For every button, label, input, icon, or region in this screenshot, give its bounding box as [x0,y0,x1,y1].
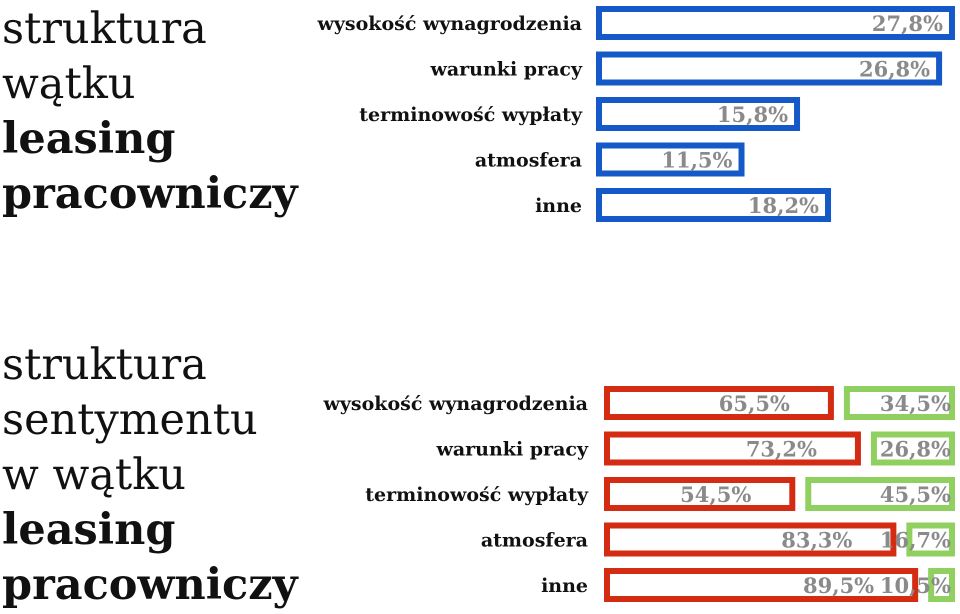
chart2-bar-negative [604,386,834,420]
chart2-bar-negative [604,477,796,511]
chart1-bar [596,6,955,40]
chart2-value-label-negative: 54,5% [680,482,751,507]
chart1-value-label: 11,5% [661,148,732,173]
chart2-title-line: sentymentu [2,395,258,445]
chart2-value-label-positive: 10,5% [880,573,951,598]
chart2-bar-positive [928,568,956,602]
chart2-title-line: pracowniczy [2,560,298,610]
chart2-category-label: atmosfera [481,530,588,552]
chart2-title-line: leasing [2,505,176,555]
chart2-value-label-negative: 65,5% [719,391,790,416]
chart2-bar-negative [604,431,861,466]
chart1-bar [596,142,745,177]
chart2-value-label-negative: 83,3% [781,528,852,553]
chart2-bar-positive [870,431,956,466]
chart1-bar [596,188,832,222]
chart1-value-label: 18,2% [748,193,819,218]
chart1-title-line: struktura [2,4,207,54]
chart1-bar [596,97,801,131]
chart1-category-label: warunki pracy [429,59,582,81]
chart2-value-label-positive: 45,5% [880,482,951,507]
chart1-title-line: leasing [2,114,176,164]
chart1-bar [596,51,943,86]
chart1-category-label: terminowość wypłaty [359,104,583,126]
chart2-category-label: wysokość wynagrodzenia [323,393,588,415]
chart1-title-line: wątku [2,59,136,109]
chart1-category-label: inne [535,195,582,217]
chart2-bar-negative [604,522,897,557]
chart2-value-label-positive: 16,7% [880,528,951,553]
chart1-value-label: 15,8% [717,102,788,127]
chart1-value-label: 26,8% [859,57,930,82]
chart2-title: struktura sentymentu w wątku leasing pra… [2,338,298,613]
chart2-value-label-positive: 26,8% [880,437,951,462]
chart1-category-label: wysokość wynagrodzenia [317,13,582,35]
chart1-title: struktura wątku leasing pracowniczy [2,2,298,222]
chart1-value-label: 27,8% [872,11,943,36]
chart2-bar-negative [604,568,919,602]
chart2-value-label-negative: 73,2% [746,437,817,462]
chart2-bar-positive [805,477,955,511]
chart2-value-label-negative: 89,5% [803,573,874,598]
chart2-category-label: warunki pracy [435,439,588,461]
chart2-title-line: struktura [2,340,207,390]
chart2-value-label-positive: 34,5% [880,391,951,416]
chart2-title-line: w wątku [2,450,186,500]
chart1-title-line: pracowniczy [2,169,298,219]
chart2-category-label: terminowość wypłaty [365,484,589,506]
chart2-category-label: inne [541,575,588,597]
chart2-bar-positive [906,522,955,557]
chart2-bar-positive [843,386,956,420]
chart1-category-label: atmosfera [475,150,582,172]
